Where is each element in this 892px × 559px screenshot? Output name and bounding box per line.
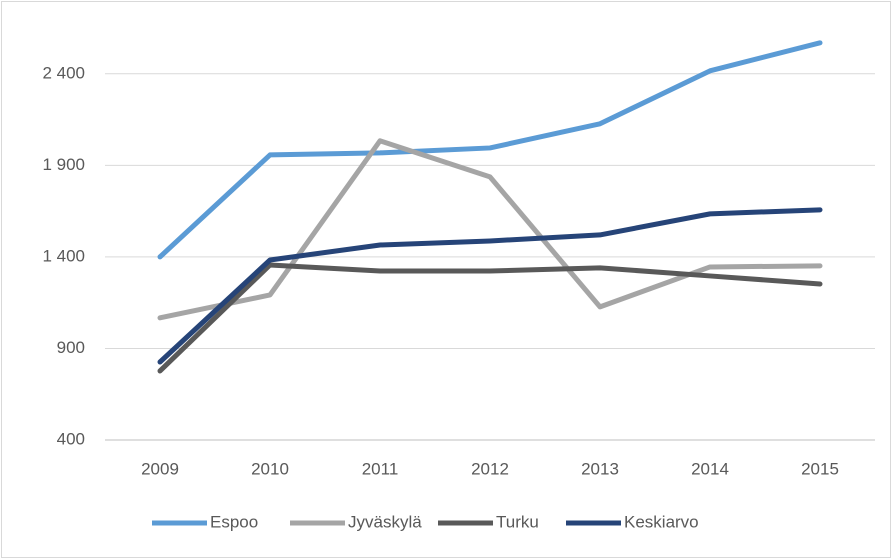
series-line: [157, 40, 823, 260]
legend-label: Espoo: [210, 512, 258, 531]
legend-label: Jyväskylä: [348, 512, 422, 531]
x-tick-label: 2014: [691, 459, 729, 478]
x-tick-label: 2012: [471, 459, 509, 478]
y-tick-label: 1 400: [42, 246, 85, 265]
legend-label: Keskiarvo: [624, 512, 699, 531]
x-tick-label: 2011: [362, 459, 399, 478]
y-tick-label: 400: [57, 429, 85, 448]
y-tick-label: 1 900: [42, 155, 85, 174]
x-tick-label: 2015: [801, 459, 839, 478]
x-tick-label: 2010: [251, 459, 289, 478]
series-line: [157, 262, 823, 374]
y-tick-label: 900: [57, 338, 85, 357]
x-tick-label: 2013: [581, 459, 619, 478]
y-tick-label: 2 400: [42, 63, 85, 82]
series-line: [157, 138, 823, 321]
series-line: [157, 207, 823, 365]
x-tick-label: 2009: [141, 459, 179, 478]
legend-label: Turku: [496, 512, 539, 531]
